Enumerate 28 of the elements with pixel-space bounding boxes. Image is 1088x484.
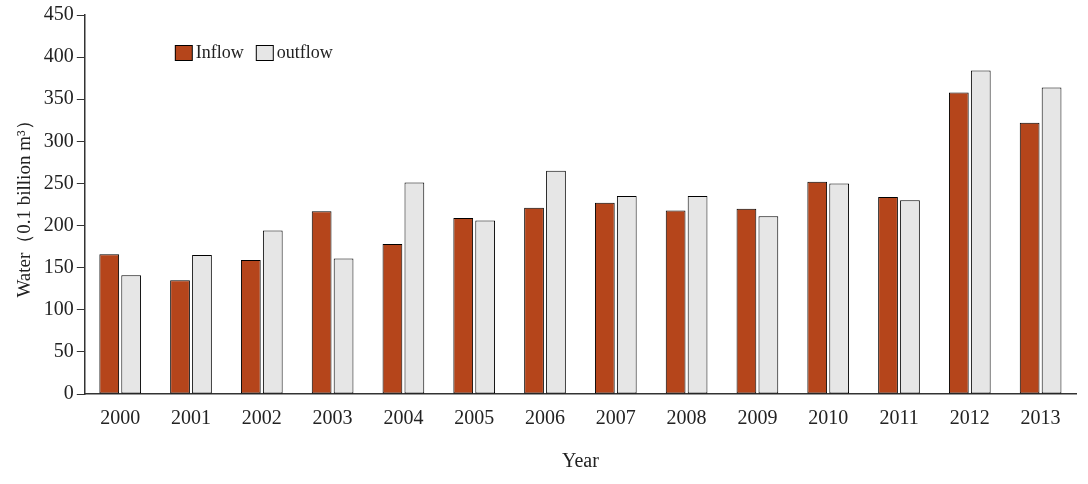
x-tick-label: 2012 [949,406,990,429]
y-tick-label: 200 [43,212,74,235]
x-tick-label: 2011 [879,406,919,429]
x-tick-label: 2006 [525,406,565,429]
legend-label: outflow [276,41,333,62]
x-tick-label: 2000 [100,406,141,429]
x-tick-label: 2007 [595,406,636,429]
y-tick-label: 0 [63,381,74,404]
y-tick-label: 350 [43,86,74,109]
x-tick-label: 2013 [1020,406,1061,429]
x-tick-label: 2005 [454,406,495,429]
x-axis-title: Year [561,449,600,472]
x-tick-label: 2008 [666,406,707,429]
y-tick-label: 300 [43,128,74,151]
x-tick-label: 2002 [241,406,282,429]
x-tick-label: 2001 [171,406,211,429]
x-tick-label: 2009 [737,406,778,429]
y-axis-title: Water（0.1 billion m³） [13,111,35,298]
y-tick-label: 50 [53,339,74,362]
y-tick-label: 250 [43,170,74,193]
y-tick-label: 400 [43,44,74,67]
y-tick-label: 450 [43,2,74,25]
x-tick-label: 2003 [312,406,353,429]
x-tick-label: 2010 [808,406,849,429]
y-tick-label: 150 [43,254,74,277]
y-tick-label: 100 [43,297,74,320]
x-tick-label: 2004 [383,406,424,429]
legend-label: Inflow [195,41,244,62]
